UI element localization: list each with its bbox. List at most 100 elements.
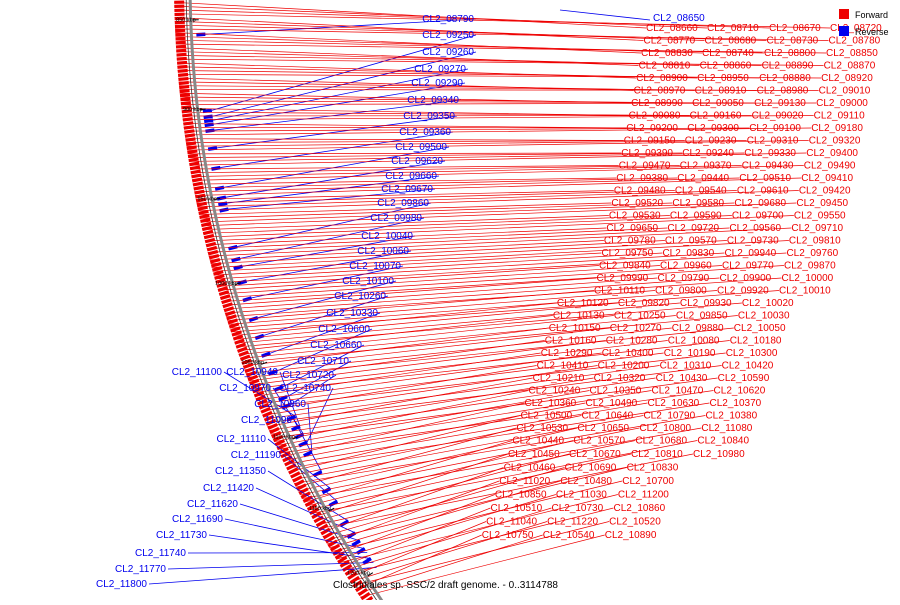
reverse-feature-mark [203, 110, 212, 111]
forward-feature-mark [187, 147, 197, 149]
forward-gene-label: CL2_09790 [658, 273, 710, 284]
forward-gene-label: CL2_09000 [816, 98, 868, 109]
forward-gene-label: CL2_09440 [677, 173, 729, 184]
forward-leader-line [320, 468, 503, 533]
forward-gene-label: CL2_10270 [610, 323, 662, 334]
forward-gene-label: CL2_09800 [655, 286, 707, 297]
forward-gene-label: CL2_10620 [714, 386, 766, 397]
forward-leader-line [222, 278, 596, 305]
forward-gene-label: CL2_10460 [504, 463, 556, 474]
forward-gene-label: CL2_09930 [680, 298, 732, 309]
forward-gene-label: CL2_10480 [560, 476, 612, 487]
reverse-feature-mark [204, 120, 213, 121]
forward-leader-line [334, 495, 495, 556]
forward-gene-label: CL2_10030 [738, 311, 790, 322]
legend-reverse-swatch [839, 26, 849, 36]
forward-gene-label: CL2_09400 [806, 148, 858, 159]
reverse-gene-label: CL2_09620 [391, 156, 443, 167]
forward-gene-label: CL2_10830 [627, 463, 679, 474]
forward-gene-label: CL2_11040 [486, 517, 537, 528]
forward-gene-label: CL2_10050 [734, 323, 786, 334]
reverse-gene-label: CL2_10600 [318, 324, 370, 335]
forward-feature-mark [215, 276, 225, 279]
reverse-gene-label: CL2_09340 [407, 95, 459, 106]
forward-gene-label: CL2_09680 [734, 198, 786, 209]
reverse-feature-mark [204, 116, 213, 117]
forward-gene-label: CL2_09610 [737, 186, 789, 197]
forward-gene-label: CL2_09920 [717, 286, 769, 297]
forward-gene-label: CL2_10150 [549, 323, 601, 334]
forward-gene-label: CL2_10430 [656, 373, 708, 384]
reverse-gene-label: CL2_09660 [385, 171, 437, 182]
forward-gene-label: CL2_09050 [692, 98, 744, 109]
forward-gene-label: CL2_10190 [664, 348, 716, 359]
forward-gene-label: CL2_10540 [543, 530, 595, 541]
forward-gene-label: CL2_10110 [594, 286, 645, 297]
forward-gene-label: CL2_10680 [635, 436, 687, 447]
forward-gene-label: CL2_09010 [819, 86, 871, 97]
forward-gene-label: CL2_10370 [710, 398, 762, 409]
reverse-gene-label: CL2_10660 [310, 340, 362, 351]
forward-gene-label: CL2_10630 [648, 398, 700, 409]
forward-gene-label: CL2_09150 [624, 136, 676, 147]
forward-gene-label: CL2_09470 [619, 161, 671, 172]
scale-tick-label: 950 kbp [197, 196, 217, 202]
forward-gene-label: CL2_09240 [682, 148, 734, 159]
forward-feature-mark [331, 545, 340, 550]
forward-leader-line [341, 508, 491, 567]
forward-gene-label: CL2_09390 [621, 148, 673, 159]
reverse-gene-label: CL2_10720 [282, 370, 334, 381]
forward-feature-mark [189, 163, 199, 165]
forward-feature-mark [231, 328, 240, 331]
forward-gene-label: CL2_10450 [508, 449, 560, 460]
reverse-gene-label: CL2_09350 [403, 111, 455, 122]
forward-feature-mark [179, 83, 189, 84]
forward-gene-label: CL2_10750 [482, 530, 534, 541]
reverse-gene-label: CL2_11350 [215, 466, 266, 477]
forward-gene-label: CL2_08870 [824, 61, 876, 72]
forward-gene-label: CL2_09710 [791, 223, 843, 234]
reverse-gene-label: CL2_09500 [395, 142, 447, 153]
reverse-gene-label: CL2_09260 [422, 47, 474, 58]
forward-feature-mark [181, 103, 191, 104]
forward-leader-line [188, 153, 622, 154]
reverse-gene-label: CL2_10100 [342, 276, 394, 287]
forward-gene-label: CL2_10130 [553, 311, 605, 322]
forward-feature-mark [213, 272, 223, 275]
reverse-gene-label: CL2_11620 [187, 499, 238, 510]
reverse-gene-label: CL2_11090 [241, 415, 292, 426]
forward-gene-label: CL2_09330 [744, 148, 796, 159]
forward-gene-label: CL2_09020 [752, 111, 804, 122]
forward-gene-label: CL2_08770 [644, 36, 696, 47]
forward-gene-label: CL2_08910 [695, 86, 747, 97]
forward-gene-label: CL2_11220 [547, 517, 598, 528]
forward-gene-label: CL2_10290 [541, 348, 593, 359]
legend-forward-swatch [839, 9, 849, 19]
reverse-leader-line [268, 439, 330, 488]
forward-gene-label: CL2_10520 [609, 517, 661, 528]
forward-gene-label: CL2_09370 [680, 161, 732, 172]
forward-gene-label: CL2_09300 [687, 123, 739, 134]
forward-gene-label: CL2_09870 [784, 261, 836, 272]
forward-gene-label: CL2_08780 [829, 36, 881, 47]
scale-tick-label: 1100 kbp [273, 435, 295, 441]
forward-gene-label: CL2_10730 [551, 503, 603, 514]
forward-gene-label: CL2_08800 [764, 48, 816, 59]
forward-gene-label: CL2_10410 [537, 361, 589, 372]
forward-gene-label: CL2_08860 [700, 61, 752, 72]
forward-gene-label: CL2_08810 [639, 61, 691, 72]
forward-gene-label: CL2_10310 [660, 361, 712, 372]
forward-gene-label: CL2_10350 [590, 386, 642, 397]
forward-gene-label: CL2_10530 [516, 423, 568, 434]
forward-gene-label: CL2_09760 [786, 248, 838, 259]
forward-feature-mark [199, 211, 209, 213]
forward-leader-line [175, 17, 644, 40]
forward-gene-label: CL2_08980 [757, 86, 809, 97]
forward-gene-label: CL2_10470 [652, 386, 704, 397]
legend-reverse-label: Reverse [855, 27, 889, 37]
forward-feature-mark [176, 50, 186, 51]
forward-gene-label: CL2_09510 [739, 173, 791, 184]
reverse-gene-label: CL2_10260 [334, 291, 386, 302]
reverse-gene-label: CL2_11690 [172, 514, 223, 525]
